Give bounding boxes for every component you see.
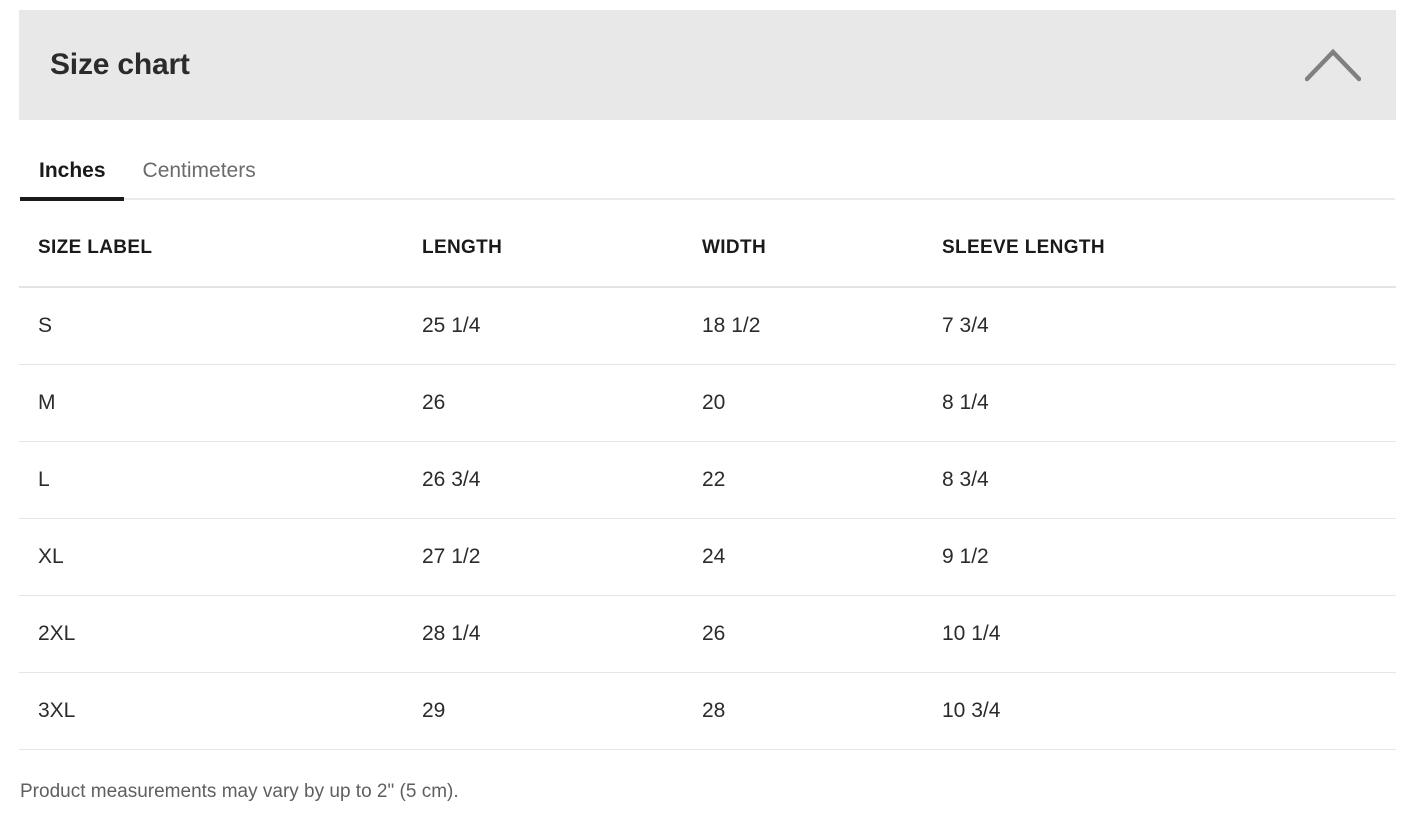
cell-width: 18 1/2 [702,287,942,365]
cell-size-label: L [19,441,422,519]
cell-length: 26 3/4 [422,441,702,519]
cell-length: 25 1/4 [422,287,702,365]
chevron-up-icon [1305,48,1361,82]
cell-size-label: 3XL [19,672,422,750]
column-header-size-label: SIZE LABEL [19,200,422,288]
tabs-underline [20,198,1395,200]
tab-list: Inches Centimeters [20,120,1396,201]
size-chart-table: SIZE LABEL LENGTH WIDTH SLEEVE LENGTH S … [19,200,1396,750]
cell-width: 24 [702,518,942,596]
cell-length: 27 1/2 [422,518,702,596]
cell-size-label: 2XL [19,595,422,673]
table-row: 2XL 28 1/4 26 10 1/4 [19,595,1396,673]
column-header-length: LENGTH [422,200,702,288]
tab-centimeters-label: Centimeters [142,159,256,182]
table-row: S 25 1/4 18 1/2 7 3/4 [19,287,1396,365]
tab-inches[interactable]: Inches [20,159,124,201]
cell-sleeve-length: 9 1/2 [942,518,1396,596]
cell-width: 20 [702,364,942,442]
table-row: 3XL 29 28 10 3/4 [19,672,1396,750]
cell-size-label: XL [19,518,422,596]
cell-length: 29 [422,672,702,750]
cell-sleeve-length: 8 3/4 [942,441,1396,519]
tab-inches-label: Inches [39,159,106,182]
cell-width: 26 [702,595,942,673]
tab-centimeters[interactable]: Centimeters [124,160,274,200]
measurement-disclaimer: Product measurements may vary by up to 2… [20,781,459,802]
collapse-panel-button[interactable] [1301,43,1365,87]
table-row: XL 27 1/2 24 9 1/2 [19,518,1396,596]
table-header-row: SIZE LABEL LENGTH WIDTH SLEEVE LENGTH [19,200,1396,288]
size-chart-header[interactable]: Size chart [19,10,1396,120]
table-body: S 25 1/4 18 1/2 7 3/4 M 26 20 8 1/4 L 26… [19,287,1396,750]
table-row: M 26 20 8 1/4 [19,364,1396,442]
cell-sleeve-length: 8 1/4 [942,364,1396,442]
column-header-width: WIDTH [702,200,942,288]
table-row: L 26 3/4 22 8 3/4 [19,441,1396,519]
size-chart-widget: Size chart Inches Centimeters SIZE LABEL [19,10,1396,805]
column-header-sleeve-length: SLEEVE LENGTH [942,200,1396,288]
cell-length: 28 1/4 [422,595,702,673]
cell-sleeve-length: 10 1/4 [942,595,1396,673]
page-title: Size chart [50,48,190,81]
unit-tabs: Inches Centimeters [19,120,1396,201]
cell-sleeve-length: 7 3/4 [942,287,1396,365]
cell-length: 26 [422,364,702,442]
table-head: SIZE LABEL LENGTH WIDTH SLEEVE LENGTH [19,200,1396,288]
cell-width: 28 [702,672,942,750]
cell-size-label: M [19,364,422,442]
cell-sleeve-length: 10 3/4 [942,672,1396,750]
cell-width: 22 [702,441,942,519]
cell-size-label: S [19,287,422,365]
